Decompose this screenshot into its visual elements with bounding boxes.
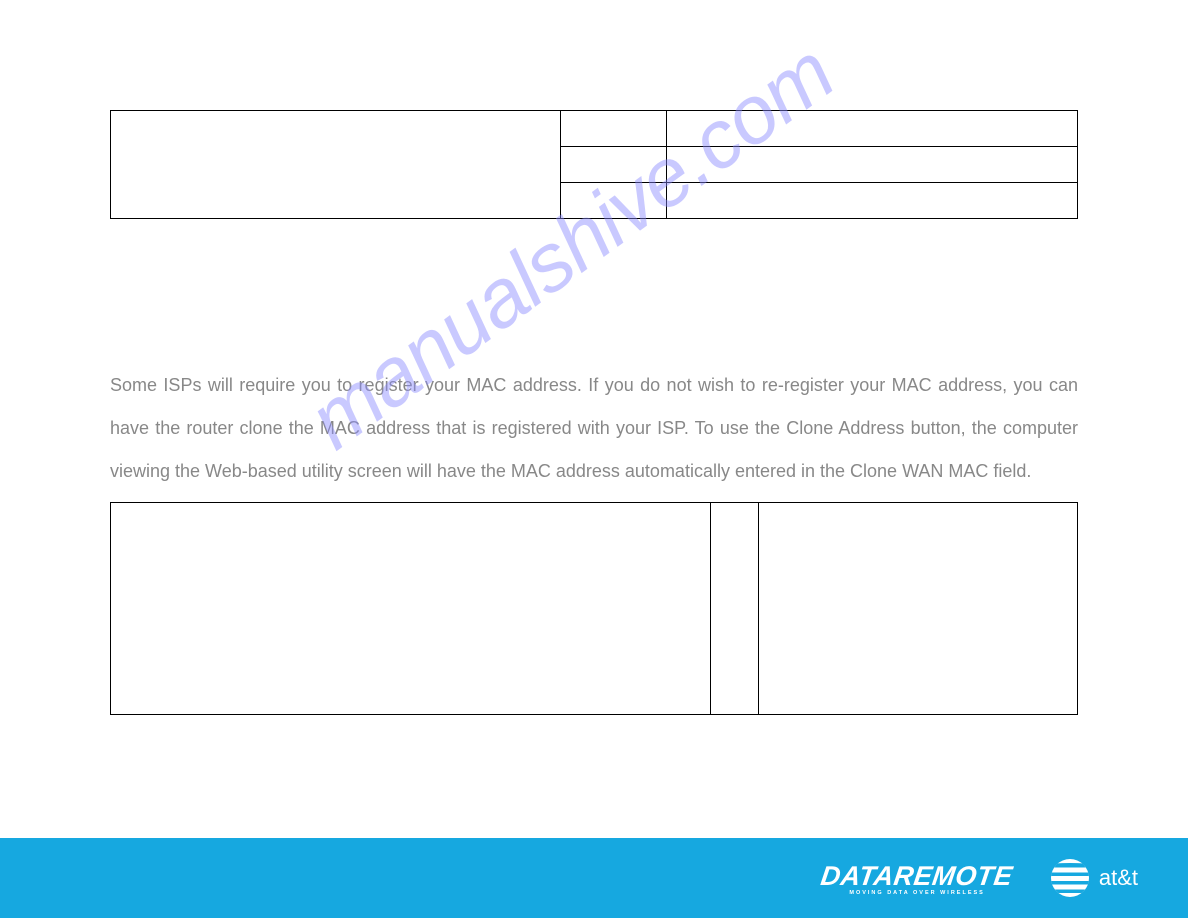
footer-bar: DATAREMOTE MOVING DATA OVER WIRELESS at&… [0,838,1188,918]
body-paragraph: Some ISPs will require you to register y… [110,364,1078,494]
top-table [110,110,1078,219]
dataremote-logo: DATAREMOTE MOVING DATA OVER WIRELESS [821,861,1012,896]
att-globe-icon [1051,859,1089,897]
table-cell [111,502,711,714]
table-row [111,502,1078,714]
table-cell [560,147,666,183]
table-cell [667,147,1078,183]
table-cell [560,111,666,147]
table-cell [758,502,1077,714]
table-cell [667,111,1078,147]
table-cell [710,502,758,714]
bottom-table [110,502,1078,715]
table-cell [560,183,666,219]
table-row [111,111,1078,147]
dataremote-brand-text: DATAREMOTE [819,861,1015,892]
att-logo: at&t [1051,859,1138,897]
table-cell [111,111,561,219]
att-brand-text: at&t [1099,865,1138,891]
table-cell [667,183,1078,219]
page-content: Some ISPs will require you to register y… [0,0,1188,715]
